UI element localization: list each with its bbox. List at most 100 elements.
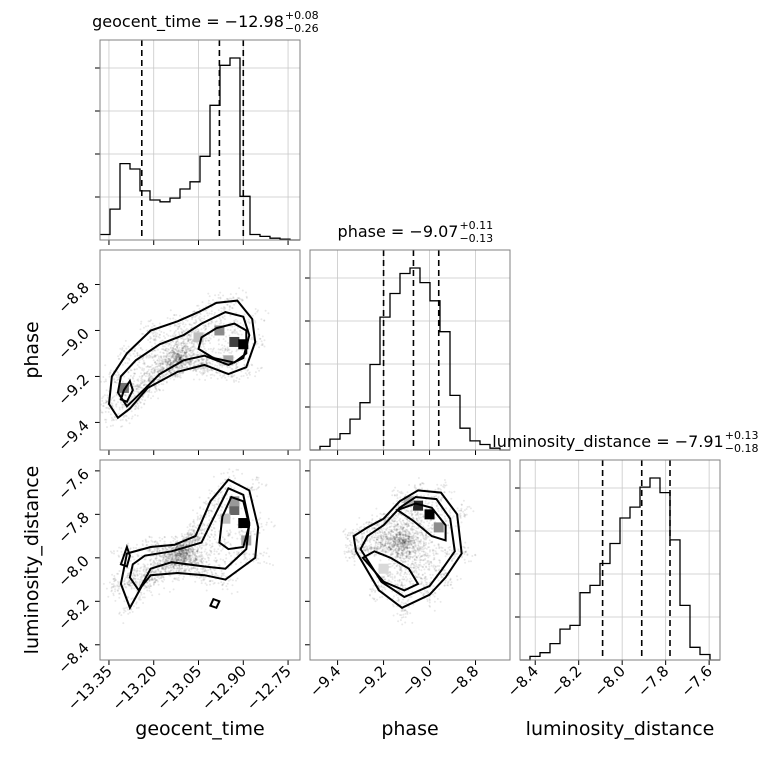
sample-point	[95, 417, 97, 419]
sample-point	[206, 312, 208, 314]
sample-point	[244, 531, 246, 533]
sample-point	[200, 560, 202, 562]
sample-point	[193, 344, 195, 346]
sample-point	[140, 576, 142, 578]
sample-point	[205, 310, 207, 312]
sample-point	[428, 522, 430, 524]
sample-point	[134, 578, 136, 580]
sample-point	[204, 370, 206, 372]
sample-point	[159, 359, 161, 361]
sample-point	[177, 323, 179, 325]
sample-point	[247, 377, 249, 379]
sample-point	[249, 371, 251, 373]
sample-point	[91, 406, 93, 408]
sample-point	[143, 563, 145, 565]
sample-point	[191, 332, 193, 334]
sample-point	[138, 400, 140, 402]
sample-point	[227, 342, 229, 344]
sample-point	[387, 527, 389, 529]
sample-point	[190, 336, 192, 338]
sample-point	[432, 552, 434, 554]
sample-point	[220, 550, 222, 552]
sample-point	[188, 555, 190, 557]
sample-point	[189, 534, 191, 536]
sample-point	[107, 397, 109, 399]
sample-point	[154, 369, 156, 371]
sample-point	[134, 390, 136, 392]
sample-point	[204, 568, 206, 570]
sample-point	[131, 410, 133, 412]
sample-point	[193, 379, 195, 381]
sample-point	[239, 534, 241, 536]
sample-point	[220, 558, 222, 560]
sample-point	[203, 508, 205, 510]
sample-point	[236, 320, 238, 322]
sample-point	[262, 344, 264, 346]
sample-point	[211, 363, 213, 365]
sample-point	[119, 348, 121, 350]
sample-point	[125, 587, 127, 589]
sample-point	[267, 548, 269, 550]
sample-point	[138, 361, 140, 363]
sample-point	[159, 323, 161, 325]
sample-point	[163, 579, 165, 581]
sample-point	[227, 541, 229, 543]
sample-point	[180, 559, 182, 561]
sample-point	[160, 357, 162, 359]
sample-point	[159, 363, 161, 365]
sample-point	[162, 561, 164, 563]
sample-point	[151, 536, 153, 538]
sample-point	[129, 583, 131, 585]
sample-point	[225, 557, 227, 559]
sample-point	[187, 334, 189, 336]
sample-point	[402, 614, 404, 616]
sample-point	[114, 600, 116, 602]
sample-point	[187, 526, 189, 528]
sample-point	[190, 360, 192, 362]
sample-point	[161, 369, 163, 371]
sample-point	[172, 347, 174, 349]
sample-point	[156, 354, 158, 356]
sample-point	[231, 307, 233, 309]
sample-point	[170, 330, 172, 332]
sample-point	[133, 559, 135, 561]
sample-point	[225, 348, 227, 350]
sample-point	[170, 341, 172, 343]
panel-luminosity_distance_vs_phase	[305, 460, 510, 665]
sample-point	[161, 538, 163, 540]
sample-point	[260, 318, 262, 320]
sample-point	[174, 552, 176, 554]
sample-point	[245, 292, 247, 294]
sample-point	[196, 512, 198, 514]
sample-point	[136, 390, 138, 392]
sample-point	[121, 551, 123, 553]
sample-point	[126, 607, 128, 609]
sample-point	[184, 534, 186, 536]
sample-point	[208, 300, 210, 302]
title-plus: +0.08	[285, 9, 319, 22]
sample-point	[218, 494, 220, 496]
sample-point	[143, 373, 145, 375]
sample-point	[230, 293, 232, 295]
sample-point	[170, 351, 172, 353]
sample-point	[209, 536, 211, 538]
sample-point	[111, 419, 113, 421]
sample-point	[114, 395, 116, 397]
sample-point	[200, 516, 202, 518]
sample-point	[405, 616, 407, 618]
sample-point	[129, 422, 131, 424]
sample-point	[261, 526, 263, 528]
sample-point	[179, 366, 181, 368]
sample-point	[220, 581, 222, 583]
sample-point	[235, 380, 237, 382]
sample-point	[220, 307, 222, 309]
sample-point	[137, 563, 139, 565]
sample-point	[142, 540, 144, 542]
sample-point	[188, 569, 190, 571]
sample-point	[154, 338, 156, 340]
sample-point	[160, 331, 162, 333]
sample-point	[162, 576, 164, 578]
sample-point	[211, 351, 213, 353]
sample-point	[268, 518, 270, 520]
